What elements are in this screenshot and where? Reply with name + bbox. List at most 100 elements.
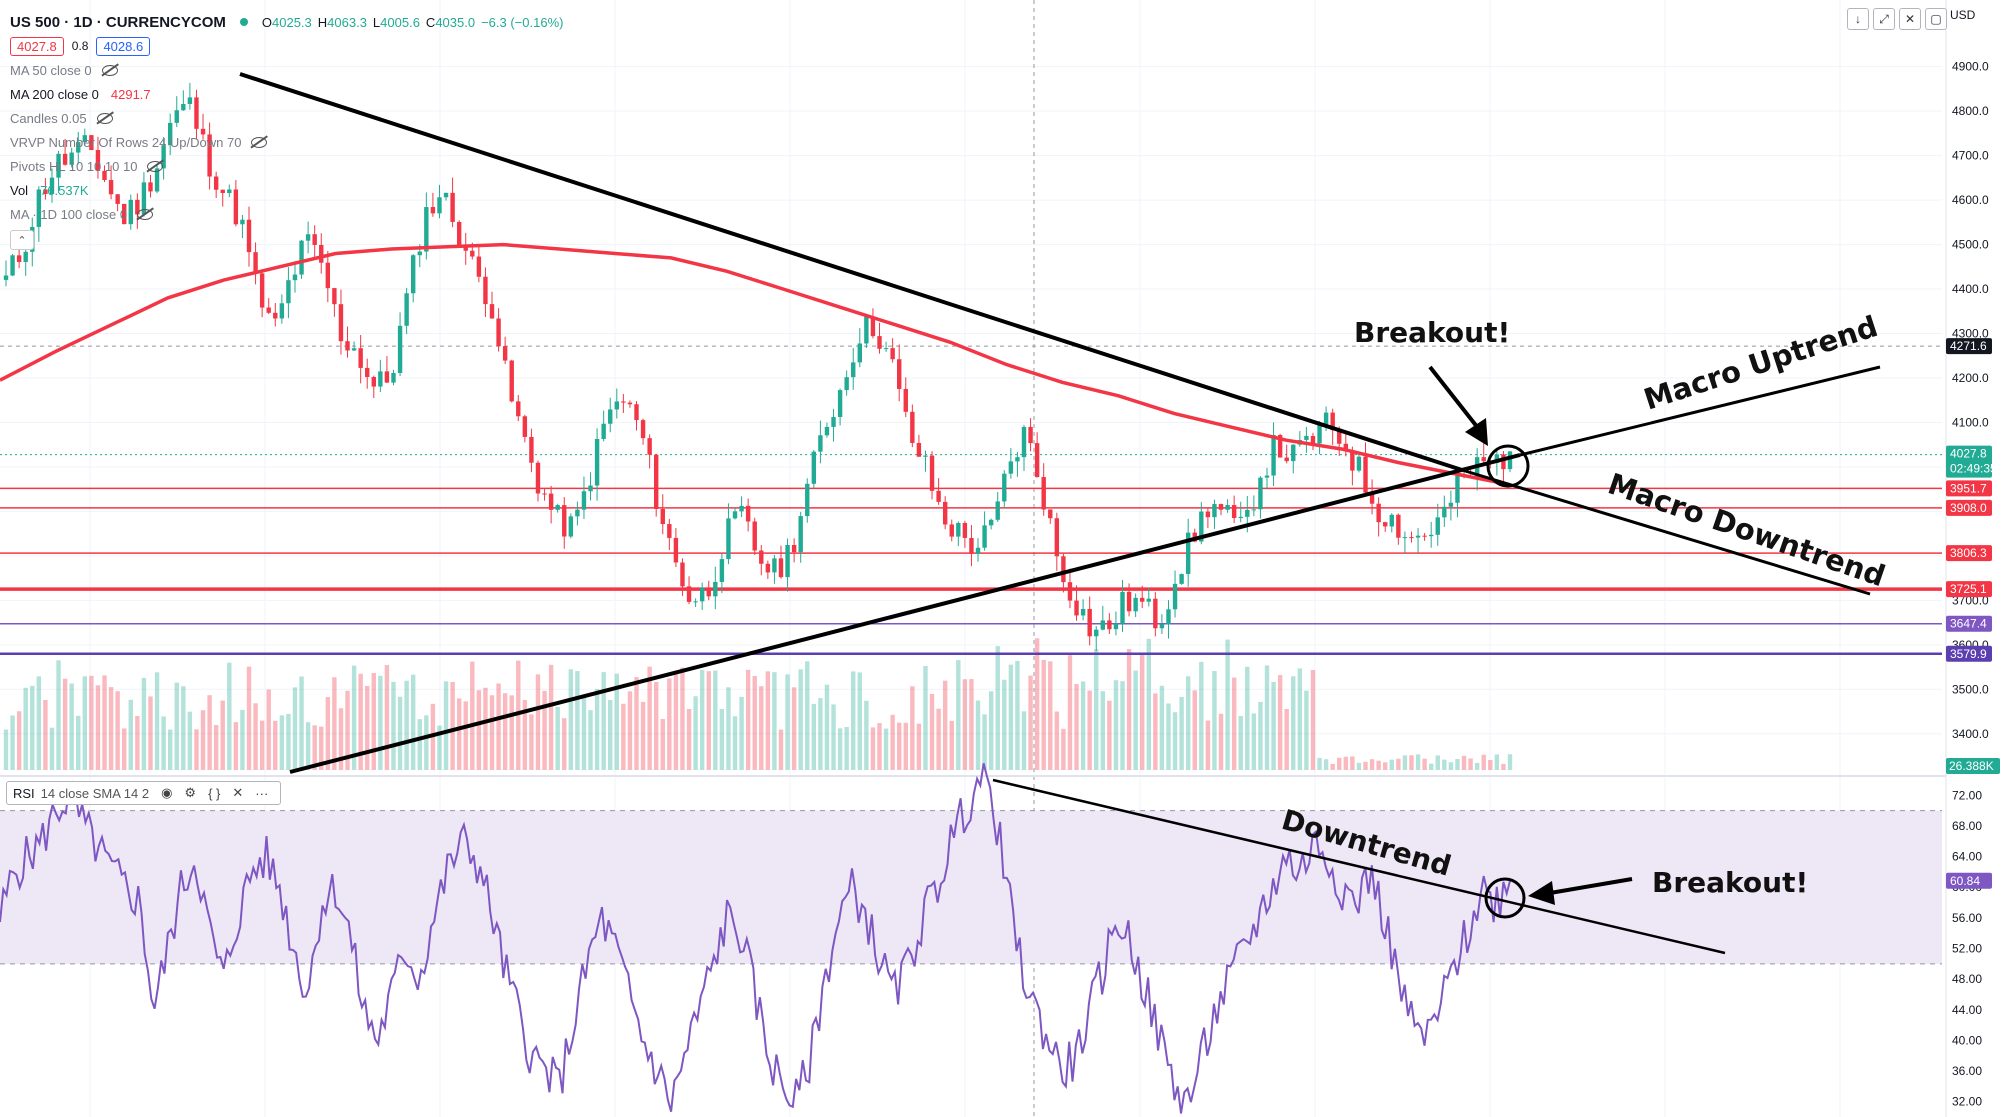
sell-button[interactable]: 4027.8 [10,36,64,56]
volume-bar [883,728,889,770]
eye-off-icon[interactable] [96,112,113,124]
candle-body [962,522,968,538]
candle-body [929,455,935,491]
indicator-vol[interactable]: Vol 76.537K [10,182,89,198]
eye-off-icon[interactable] [147,160,164,172]
volume-bar [194,729,199,770]
collapse-legend-button[interactable]: ⌃ [10,230,34,250]
candle-body [732,511,738,519]
price-tag [1946,615,1992,632]
eye-off-icon[interactable] [137,208,154,220]
volume-bar [404,680,409,770]
volume-bar [654,682,659,770]
symbol-title[interactable]: US 500 · 1D · CURRENCYCOM [10,13,226,31]
arrow-down-icon[interactable]: ↓ [1847,8,1869,30]
volume-bar [154,672,160,770]
macro-downtrend-extension [1461,468,1871,596]
price-tag-label: 3806.3 [1950,546,1987,560]
candle-body [772,558,777,573]
volume-bar [818,698,823,770]
price-tick-label: 4900.0 [1952,60,1989,74]
volume-bar [1435,755,1440,770]
candle-body [673,537,679,563]
indicator-ma50[interactable]: MA 50 close 0 [10,58,569,82]
volume-bar [778,729,784,770]
eye-off-icon[interactable] [251,136,268,148]
candle-body [1166,609,1171,625]
candle-body [818,435,823,452]
rsi-tick-label: 44.00 [1952,1003,1982,1017]
indicator-ma200[interactable]: MA 200 close 0 4291.7 [10,86,151,102]
candle-body [699,587,705,602]
candle-body [292,274,298,281]
rsi-tick-label: 36.00 [1952,1064,1982,1078]
candle-body [634,404,639,421]
braces-icon[interactable]: { } [208,785,221,801]
candle-body [266,307,271,313]
volume-bar [1323,759,1329,770]
volume-bars [3,638,1513,770]
volume-bar [246,666,252,770]
candle-body [805,483,810,517]
volume-bar [942,680,948,770]
candle-body [621,401,626,403]
close-icon[interactable]: ✕ [232,785,244,800]
rsi-legend[interactable]: RSI 14 close SMA 14 2 ◉ ⚙ { } ✕ ··· [6,781,282,805]
maximize-icon[interactable]: ▢ [1925,8,1947,30]
volume-bar [634,677,639,770]
candle-body [811,451,817,484]
volume-bar [1166,703,1171,770]
volume-bar [463,701,468,770]
volume-bar [1080,681,1086,770]
candle-body [1205,511,1211,518]
price-tick-label: 4700.0 [1952,149,1989,163]
candle-body [765,563,771,573]
volume-bar [699,669,705,770]
volume-bar [391,681,396,770]
candle-body [456,221,462,246]
candle-body [969,537,974,554]
rsi-axis[interactable]: 72.0068.0064.0060.0056.0052.0048.0044.00… [1952,788,1982,1108]
volume-bar [680,667,685,770]
candle-body [194,97,199,129]
candle-body [319,244,324,263]
volume-bar [115,691,120,770]
candle-body [1310,435,1316,444]
price-tag [1946,545,1992,562]
volume-bar [949,720,954,770]
volume-bar [1284,709,1289,770]
candle-body [785,544,790,578]
volume-bar [1126,649,1132,770]
volume-bar [995,646,1000,770]
volume-bar [923,665,928,770]
volume-bar [299,676,304,770]
candle-body [1199,511,1204,542]
indicator-ma100[interactable]: MA · 1D 100 close 0 [10,202,569,226]
volume-bar [1041,659,1046,770]
candle-body [1080,608,1086,616]
candle-body [450,192,455,222]
volume-bar [325,697,331,770]
indicator-vrvp[interactable]: VRVP Number Of Rows 24 Up/Down 70 [10,130,569,154]
buy-button[interactable]: 4028.6 [96,36,151,56]
volume-bar [489,695,495,770]
rsi-tag-label: 60.84 [1950,874,1980,888]
eye-icon[interactable]: ◉ [161,785,173,800]
volume-bar [187,711,193,770]
candle-body [1448,502,1454,507]
candle-body [1501,454,1506,470]
price-tick-label: 3500.0 [1952,682,1989,696]
indicator-pivots[interactable]: Pivots HL 10 10 10 10 [10,154,569,178]
currency-label[interactable]: USD [1950,8,1976,22]
eye-off-icon[interactable] [101,64,118,76]
expand-icon[interactable]: ⤢ [1873,8,1895,30]
volume-bar [962,679,968,770]
volume-bar [673,670,679,770]
candle-body [76,142,81,153]
more-icon[interactable]: ··· [255,785,269,801]
candle-body [1271,435,1276,476]
close-icon[interactable]: ✕ [1899,8,1921,30]
indicator-candles[interactable]: Candles 0.05 [10,106,569,130]
volume-bar [319,726,324,770]
gear-icon[interactable]: ⚙ [184,785,197,800]
